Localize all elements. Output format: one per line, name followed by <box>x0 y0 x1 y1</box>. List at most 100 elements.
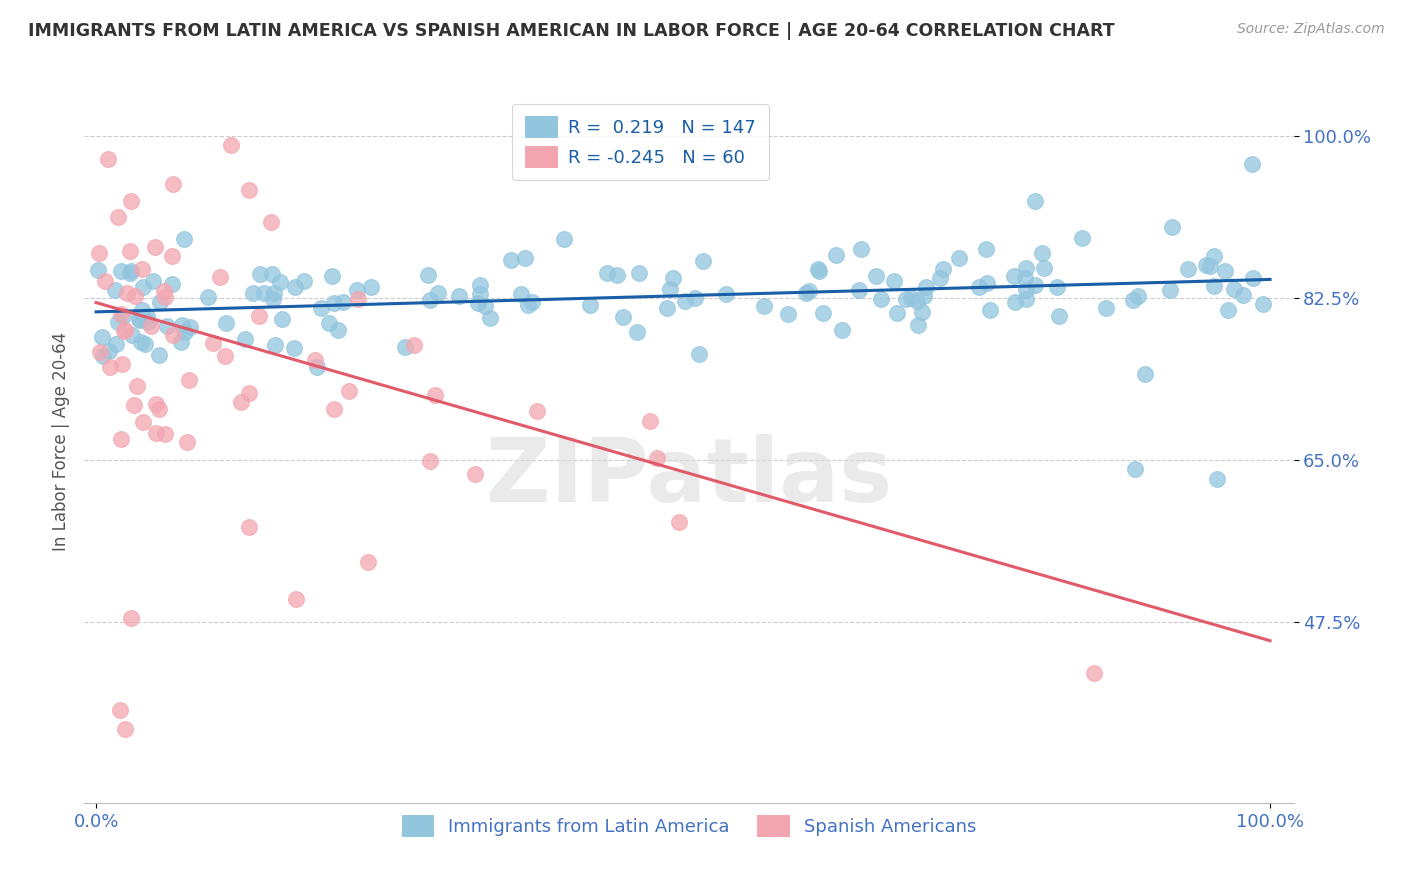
Point <box>219 138 242 153</box>
Point <box>91 350 114 364</box>
Point <box>238 184 260 198</box>
Point <box>110 432 132 446</box>
Point <box>464 467 486 481</box>
Point <box>470 277 492 292</box>
Text: Source: ZipAtlas.com: Source: ZipAtlas.com <box>1237 22 1385 37</box>
Point <box>1071 231 1094 245</box>
Point <box>1199 259 1222 273</box>
Point <box>394 339 416 353</box>
Point <box>249 267 271 281</box>
Point <box>776 307 799 321</box>
Point <box>124 289 146 303</box>
Point <box>427 285 450 300</box>
Point <box>284 592 307 607</box>
Point <box>360 280 382 294</box>
Point <box>269 275 291 289</box>
Point <box>474 299 496 313</box>
Point <box>1033 261 1056 276</box>
Point <box>883 274 905 288</box>
Point <box>1014 271 1036 285</box>
Point <box>162 249 184 263</box>
Point <box>716 286 738 301</box>
Point <box>215 317 238 331</box>
Point <box>976 242 998 256</box>
Text: IMMIGRANTS FROM LATIN AMERICA VS SPANISH AMERICAN IN LABOR FORCE | AGE 20-64 COR: IMMIGRANTS FROM LATIN AMERICA VS SPANISH… <box>28 22 1115 40</box>
Point <box>153 285 176 299</box>
Point <box>197 290 219 304</box>
Point <box>115 286 138 301</box>
Point <box>668 515 690 529</box>
Point <box>688 347 710 361</box>
Point <box>501 252 523 267</box>
Point <box>797 284 820 298</box>
Point <box>201 335 224 350</box>
Point <box>900 291 922 305</box>
Legend: Immigrants from Latin America, Spanish Americans: Immigrants from Latin America, Spanish A… <box>394 808 984 845</box>
Point <box>153 426 176 441</box>
Point <box>304 352 326 367</box>
Point <box>967 280 990 294</box>
Point <box>948 251 970 265</box>
Point <box>264 338 287 352</box>
Point <box>141 319 163 334</box>
Point <box>89 344 111 359</box>
Point <box>332 294 354 309</box>
Point <box>127 379 149 393</box>
Point <box>1015 283 1038 297</box>
Point <box>174 325 197 339</box>
Point <box>98 359 121 374</box>
Point <box>177 373 200 387</box>
Point <box>825 248 848 262</box>
Point <box>176 435 198 450</box>
Point <box>87 246 110 260</box>
Point <box>886 306 908 320</box>
Point <box>356 555 378 569</box>
Point <box>107 210 129 224</box>
Point <box>404 338 426 352</box>
Point <box>1202 249 1225 263</box>
Point <box>910 305 932 319</box>
Point <box>905 294 928 309</box>
Point <box>231 395 253 409</box>
Point <box>896 292 918 306</box>
Point <box>416 268 439 283</box>
Point <box>270 312 292 326</box>
Point <box>811 306 834 320</box>
Point <box>107 314 129 328</box>
Point <box>321 268 343 283</box>
Point <box>848 283 870 297</box>
Point <box>520 295 543 310</box>
Point <box>1206 472 1229 486</box>
Point <box>148 402 170 417</box>
Point <box>208 270 231 285</box>
Point <box>145 426 167 441</box>
Point <box>510 287 533 301</box>
Point <box>754 299 776 313</box>
Point <box>263 285 285 300</box>
Point <box>1223 282 1246 296</box>
Point <box>141 274 163 288</box>
Point <box>515 252 537 266</box>
Point <box>870 292 893 306</box>
Point <box>170 335 193 350</box>
Point <box>155 319 177 334</box>
Point <box>129 334 152 349</box>
Point <box>1241 156 1264 170</box>
Point <box>1195 258 1218 272</box>
Point <box>326 323 349 337</box>
Point <box>283 341 305 355</box>
Point <box>128 312 150 326</box>
Point <box>1004 294 1026 309</box>
Point <box>120 266 142 280</box>
Point <box>1202 278 1225 293</box>
Point <box>976 276 998 290</box>
Point <box>1122 293 1144 308</box>
Point <box>309 301 332 315</box>
Point <box>915 279 938 293</box>
Point <box>447 288 470 302</box>
Point <box>179 319 201 334</box>
Point <box>807 262 830 277</box>
Point <box>912 289 935 303</box>
Point <box>114 323 136 337</box>
Point <box>292 274 315 288</box>
